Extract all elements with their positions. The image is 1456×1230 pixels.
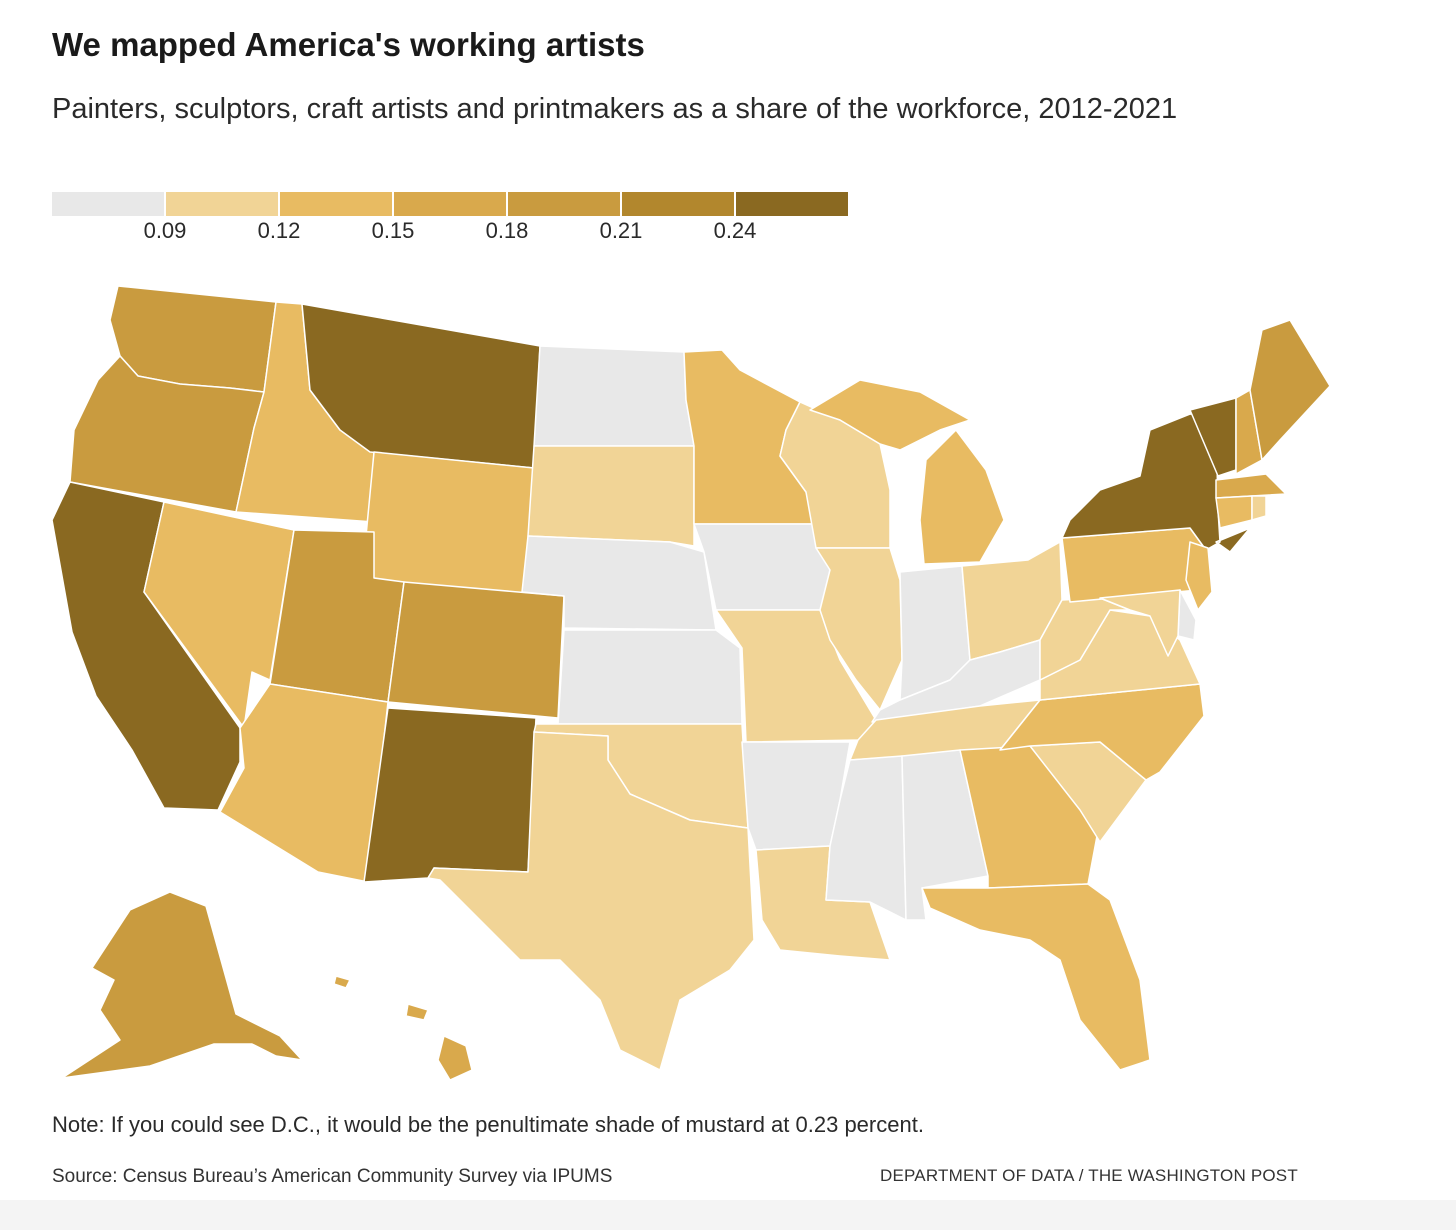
state-MI <box>809 379 1005 565</box>
credit-line: DEPARTMENT OF DATA / THE WASHINGTON POST <box>880 1166 1298 1185</box>
legend-bins <box>52 192 850 216</box>
state-NY <box>1061 413 1251 553</box>
state-CO <box>387 581 565 719</box>
legend-tick-label: 0.09 <box>143 218 187 243</box>
footnote: Note: If you could see D.C., it would be… <box>52 1112 924 1137</box>
legend-tick-label: 0.15 <box>371 218 415 243</box>
state-TX <box>427 731 755 1071</box>
legend-bin-5 <box>622 192 734 216</box>
state-NE <box>521 535 717 631</box>
state-MA <box>1215 473 1287 499</box>
footer-band <box>0 1200 1456 1230</box>
state-PA <box>1061 527 1207 603</box>
legend-tick-label: 0.12 <box>257 218 301 243</box>
legend-tick-label: 0.18 <box>485 218 529 243</box>
state-ME <box>1249 319 1331 461</box>
state-CT <box>1215 495 1253 529</box>
state-SD <box>527 445 695 547</box>
state-AK <box>61 891 303 1079</box>
legend-bin-2 <box>280 192 392 216</box>
state-WV <box>1039 597 1131 681</box>
legend-tick-label: 0.24 <box>713 218 757 243</box>
state-FL <box>921 883 1151 1071</box>
state-IA <box>693 523 831 611</box>
state-MD <box>1099 589 1181 657</box>
legend-bin-0 <box>52 192 164 216</box>
legend-bin-1 <box>166 192 278 216</box>
state-RI <box>1251 495 1267 521</box>
us-choropleth-map <box>51 285 1331 1081</box>
legend-bin-3 <box>394 192 506 216</box>
state-NJ <box>1185 541 1213 611</box>
legend-tick-label: 0.21 <box>599 218 643 243</box>
state-IL <box>815 547 903 711</box>
state-HI <box>333 975 473 1081</box>
state-KS <box>557 629 743 725</box>
state-NM <box>363 707 537 883</box>
state-ND <box>533 345 695 447</box>
legend-bin-6 <box>736 192 848 216</box>
source-line: Source: Census Bureau’s American Communi… <box>52 1166 613 1187</box>
map-subtitle: Painters, sculptors, craft artists and p… <box>52 93 1178 125</box>
map-title: We mapped America's working artists <box>52 26 645 63</box>
state-WY <box>361 451 535 601</box>
color-legend: 0.09 0.12 0.15 0.18 0.21 0.24 <box>52 192 852 252</box>
legend-bin-4 <box>508 192 620 216</box>
